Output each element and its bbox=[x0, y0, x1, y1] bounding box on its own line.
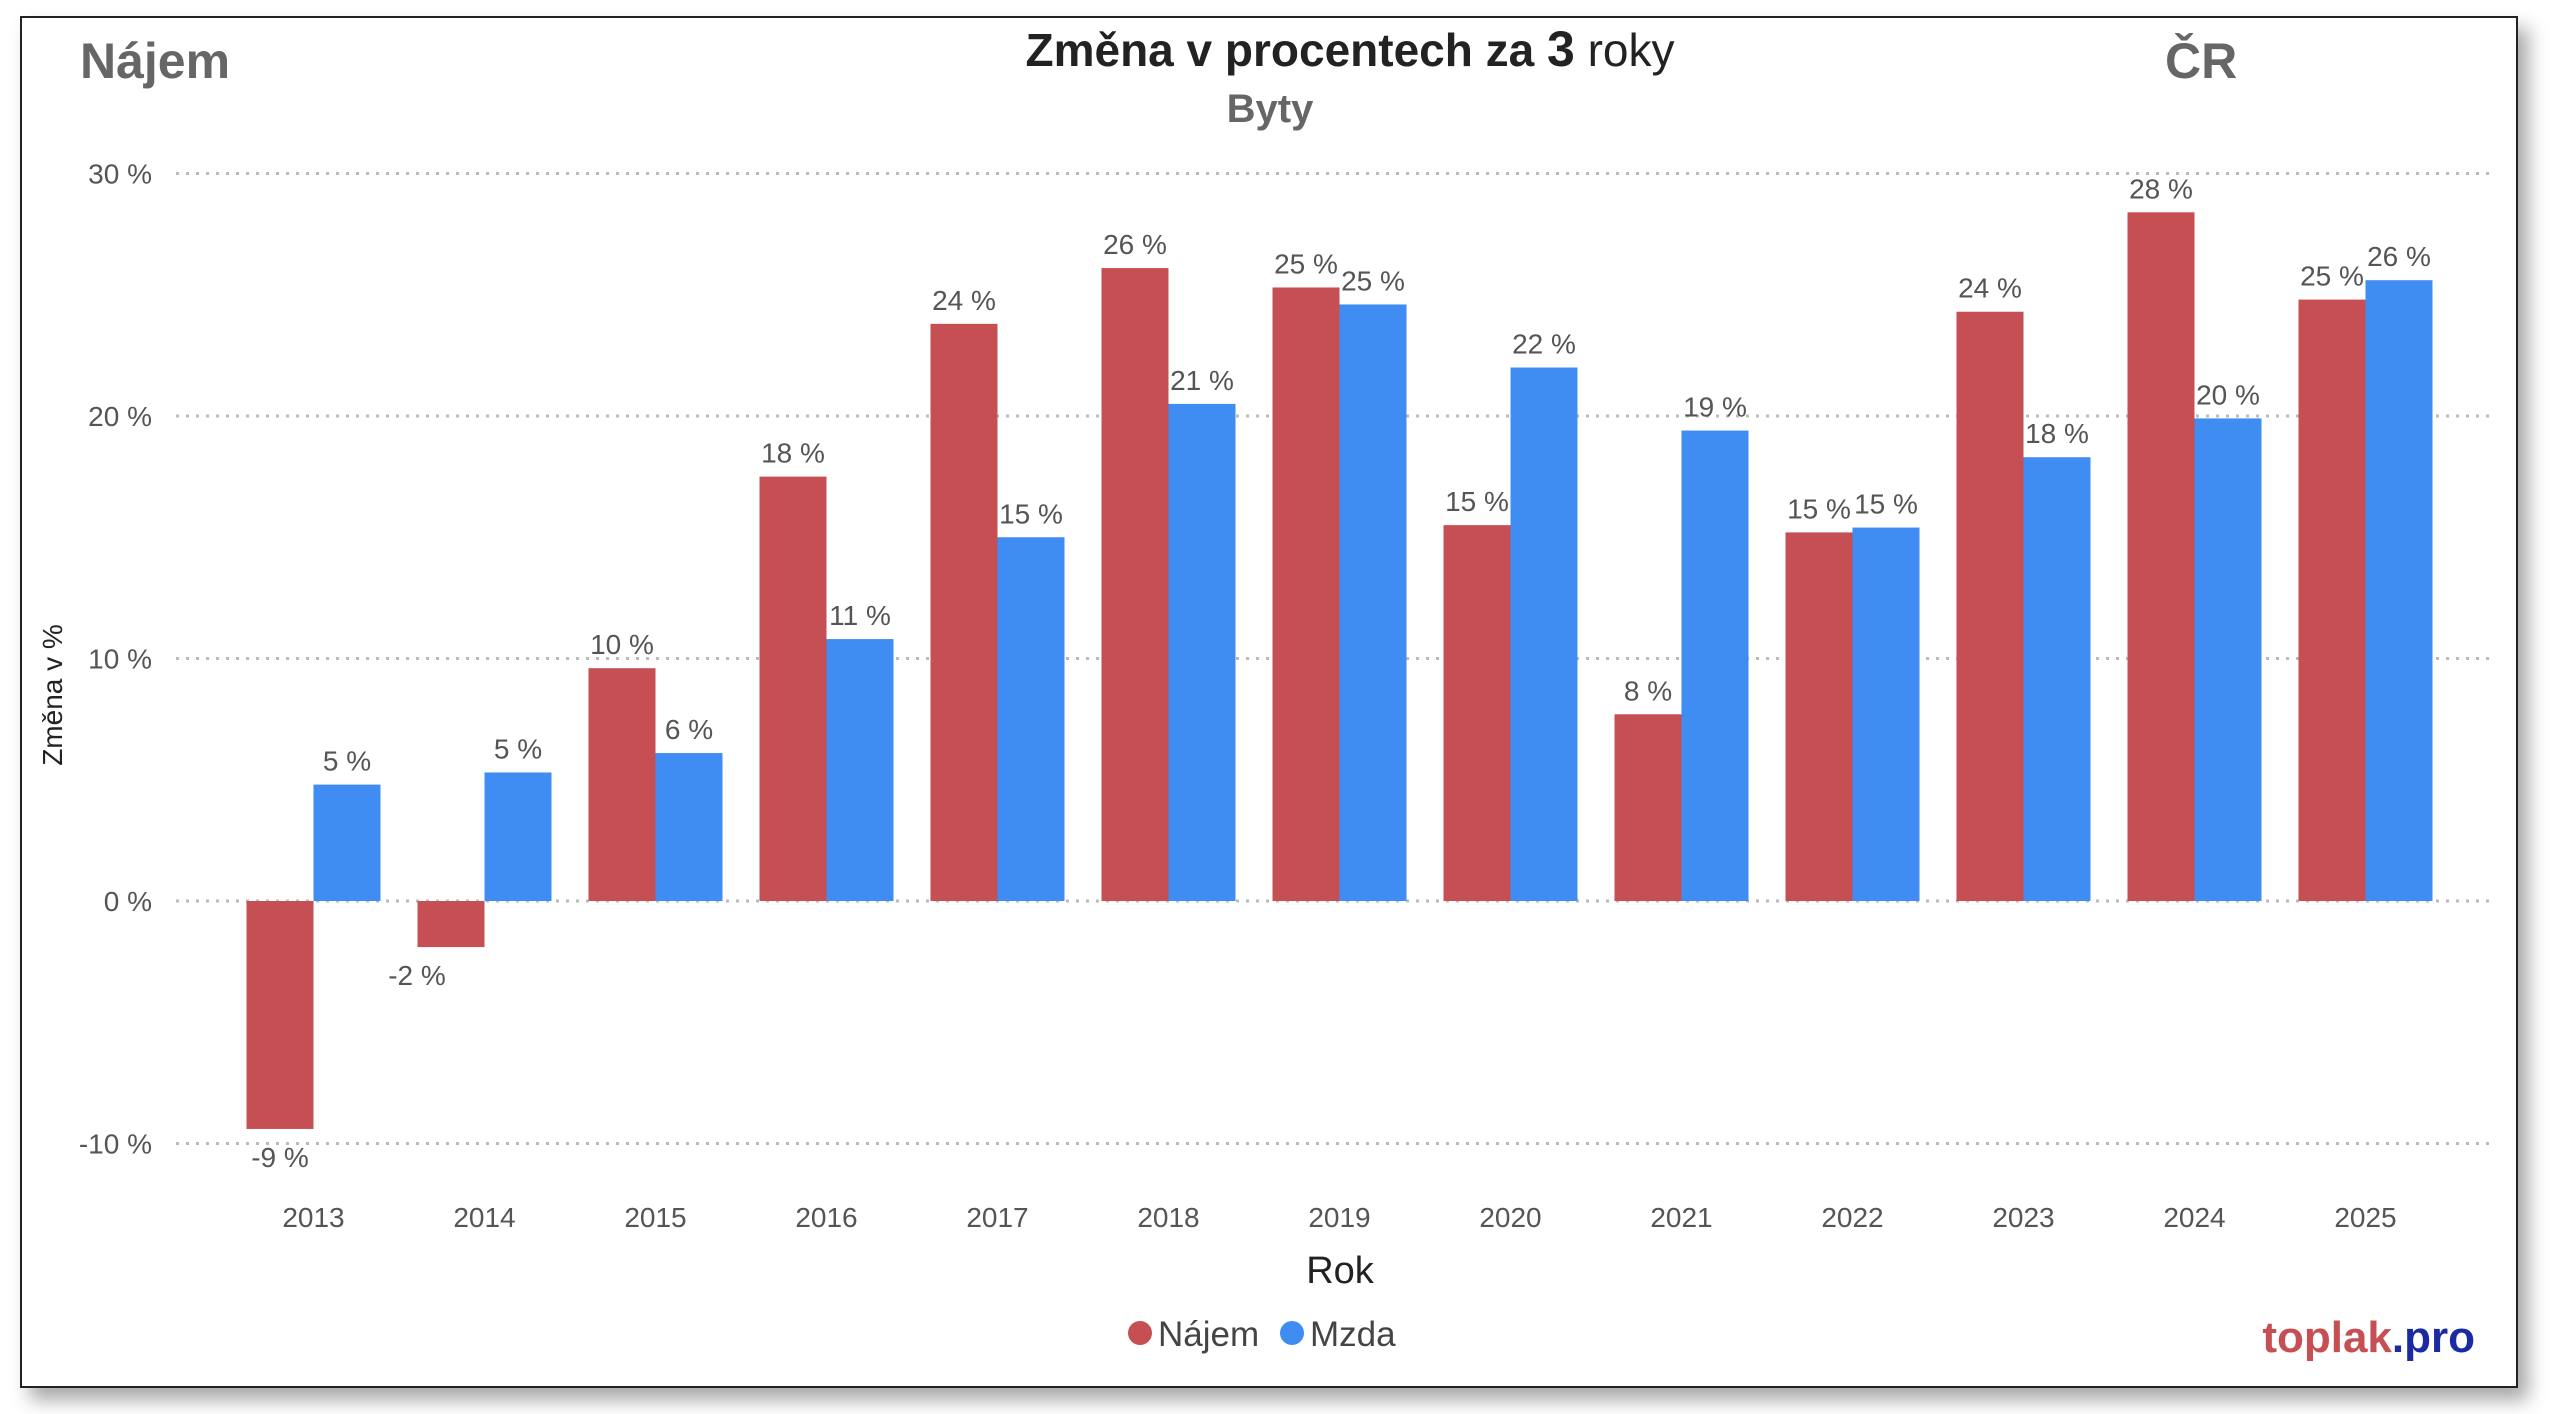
title-main: Změna v procentech za bbox=[1026, 24, 1535, 76]
bar-najem-2017[interactable] bbox=[930, 323, 998, 902]
x-tick-label: 2019 bbox=[1308, 1202, 1370, 1233]
gridlines bbox=[176, 172, 2492, 1145]
x-tick-label: 2025 bbox=[2334, 1202, 2396, 1233]
x-tick-label: 2013 bbox=[282, 1202, 344, 1233]
x-tick-label: 2018 bbox=[1137, 1202, 1199, 1233]
legend-label-mzda[interactable]: Mzda bbox=[1310, 1315, 1396, 1354]
bar-najem-2020[interactable] bbox=[1443, 525, 1511, 901]
bar-mzda-2016[interactable] bbox=[826, 639, 894, 901]
region-label: ČR bbox=[2165, 32, 2237, 89]
bar-najem-2018[interactable] bbox=[1101, 268, 1169, 901]
legend-label-najem[interactable]: Nájem bbox=[1158, 1315, 1259, 1354]
data-label: 20 % bbox=[2196, 379, 2260, 410]
bar-najem-2013[interactable] bbox=[246, 901, 314, 1129]
data-label: 15 % bbox=[999, 498, 1063, 529]
x-tick-label: 2021 bbox=[1650, 1202, 1712, 1233]
data-label: 18 % bbox=[761, 438, 825, 469]
x-axis-title: Rok bbox=[1306, 1250, 1375, 1292]
chart-subtitle: Byty bbox=[1227, 87, 1314, 131]
brand-part1: toplak bbox=[2262, 1313, 2392, 1362]
y-axis-title: Změna v % bbox=[37, 624, 68, 766]
brand-logo: toplak.pro bbox=[2262, 1313, 2475, 1362]
bar-mzda-2018[interactable] bbox=[1168, 403, 1236, 901]
legend-swatch-najem bbox=[1128, 1321, 1152, 1345]
bar-mzda-2014[interactable] bbox=[484, 772, 552, 901]
bar-najem-2024[interactable] bbox=[2127, 212, 2195, 902]
data-label: 25 % bbox=[2300, 261, 2364, 292]
x-tick-label: 2014 bbox=[453, 1202, 515, 1233]
bar-mzda-2023[interactable] bbox=[2023, 457, 2091, 901]
x-tick-label: 2020 bbox=[1479, 1202, 1541, 1233]
chart-title: Změna v procentech za 3 roky bbox=[1026, 21, 1675, 77]
bar-mzda-2024[interactable] bbox=[2194, 418, 2262, 901]
bar-mzda-2021[interactable] bbox=[1681, 430, 1749, 901]
data-label: 5 % bbox=[494, 733, 542, 764]
data-label: 6 % bbox=[665, 714, 713, 745]
data-label: 15 % bbox=[1445, 486, 1509, 517]
title-number: 3 bbox=[1547, 21, 1575, 77]
x-axis-ticks: 2013 2014 2015 2016 2017 2018 2019 2020 2021 2022… bbox=[282, 1202, 2396, 1233]
data-label: -2 % bbox=[388, 960, 446, 991]
bar-mzda-2015[interactable] bbox=[655, 753, 723, 901]
left-label: Nájem bbox=[80, 33, 230, 89]
data-label: 25 % bbox=[1274, 248, 1338, 279]
y-axis-ticks: -10 % 0 % 10 % 20 % 30 % bbox=[79, 159, 152, 1160]
data-label: 15 % bbox=[1787, 493, 1851, 524]
data-labels: -9 % 5 % -2 % 5 % 10 % 6 % 18 % 11 % 24 % 15 % 26 … bbox=[251, 173, 2431, 1173]
data-label: -9 % bbox=[251, 1142, 309, 1173]
bar-najem-2019[interactable] bbox=[1272, 287, 1340, 902]
data-label: 18 % bbox=[2025, 418, 2089, 449]
y-tick-label: -10 % bbox=[79, 1129, 152, 1160]
x-tick-label: 2015 bbox=[624, 1202, 686, 1233]
bars bbox=[246, 212, 2433, 1129]
data-label: 19 % bbox=[1683, 392, 1747, 423]
data-label: 21 % bbox=[1170, 365, 1234, 396]
data-label: 25 % bbox=[1341, 265, 1405, 296]
y-tick-label: 20 % bbox=[88, 401, 152, 432]
bar-najem-2014[interactable] bbox=[417, 901, 485, 948]
bar-mzda-2025[interactable] bbox=[2365, 280, 2433, 901]
x-tick-label: 2023 bbox=[1992, 1202, 2054, 1233]
chart-frame bbox=[20, 16, 2518, 1388]
bar-mzda-2022[interactable] bbox=[1852, 527, 1920, 901]
data-label: 22 % bbox=[1512, 329, 1576, 360]
bar-najem-2025[interactable] bbox=[2298, 299, 2366, 902]
data-label: 24 % bbox=[932, 285, 996, 316]
bar-najem-2016[interactable] bbox=[759, 476, 827, 901]
x-tick-label: 2016 bbox=[795, 1202, 857, 1233]
title-tail: roky bbox=[1588, 24, 1675, 76]
x-tick-label: 2024 bbox=[2163, 1202, 2225, 1233]
data-label: 10 % bbox=[590, 629, 654, 660]
bar-najem-2015[interactable] bbox=[588, 668, 656, 901]
data-label: 11 % bbox=[829, 600, 891, 631]
y-tick-label: 30 % bbox=[88, 159, 152, 190]
bar-mzda-2019[interactable] bbox=[1339, 304, 1407, 901]
legend-swatch-mzda bbox=[1280, 1321, 1304, 1345]
y-tick-label: 10 % bbox=[88, 644, 152, 675]
legend: Nájem Mzda bbox=[1128, 1315, 1396, 1354]
y-tick-label: 0 % bbox=[104, 886, 152, 917]
data-label: 26 % bbox=[1103, 229, 1167, 260]
bar-najem-2023[interactable] bbox=[1956, 311, 2024, 902]
bar-mzda-2017[interactable] bbox=[997, 537, 1065, 901]
x-tick-label: 2017 bbox=[966, 1202, 1028, 1233]
bar-najem-2021[interactable] bbox=[1614, 714, 1682, 901]
data-label: 28 % bbox=[2129, 173, 2193, 204]
bar-mzda-2020[interactable] bbox=[1510, 367, 1578, 902]
bar-najem-2022[interactable] bbox=[1785, 532, 1853, 901]
data-label: 15 % bbox=[1854, 489, 1918, 520]
data-label: 26 % bbox=[2367, 241, 2431, 272]
data-label: 5 % bbox=[323, 746, 371, 777]
data-label: 8 % bbox=[1624, 675, 1672, 706]
x-tick-label: 2022 bbox=[1821, 1202, 1883, 1233]
brand-part2: .pro bbox=[2392, 1313, 2475, 1362]
bar-mzda-2013[interactable] bbox=[313, 784, 381, 901]
data-label: 24 % bbox=[1958, 273, 2022, 304]
